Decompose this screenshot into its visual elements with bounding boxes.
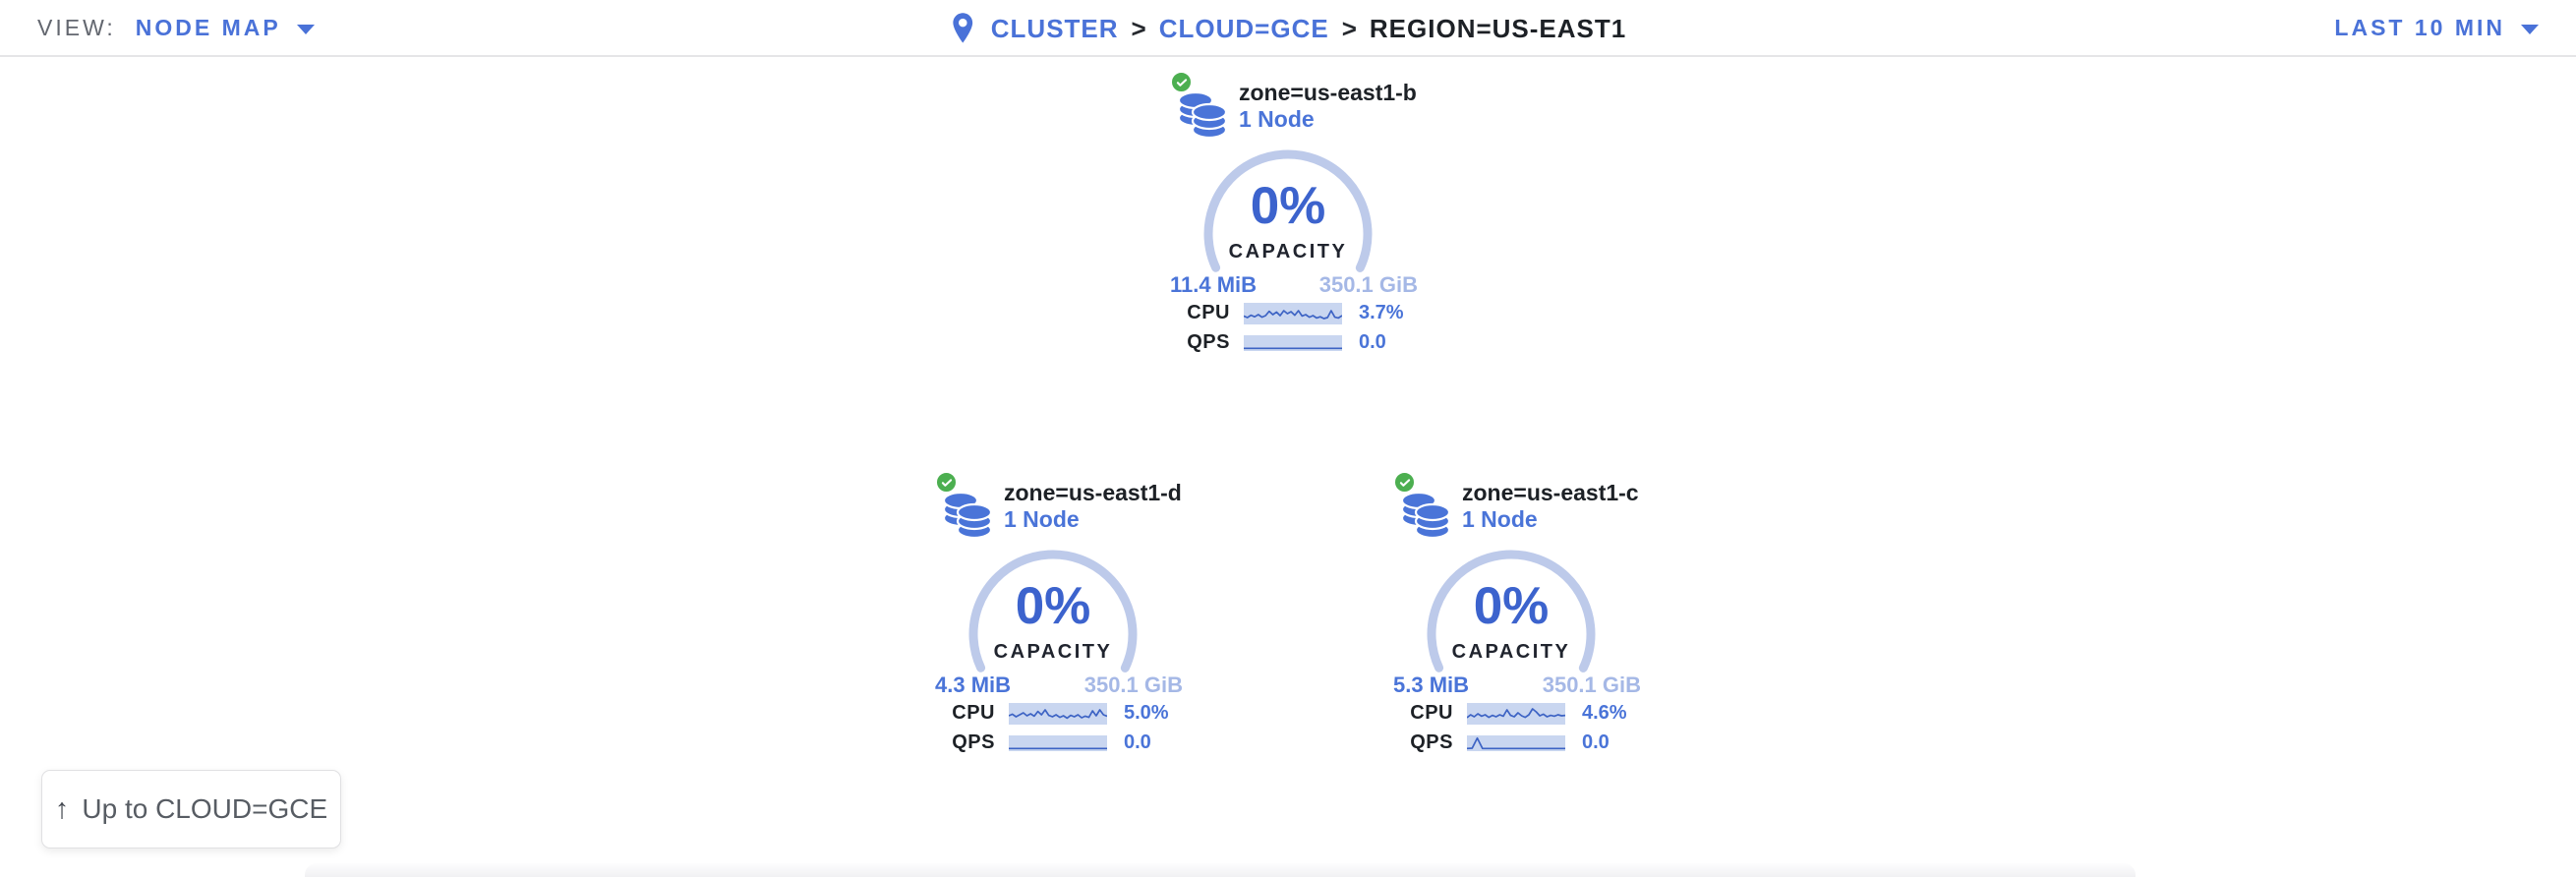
zone-card-header: zone=us-east1-b 1 Node: [1168, 69, 1417, 144]
zone-card-us-east1-d[interactable]: zone=us-east1-d 1 Node 0% CAPACITY 4.3 M…: [906, 469, 1200, 774]
cpu-value: 5.0%: [1124, 702, 1169, 724]
qps-value: 0.0: [1582, 731, 1610, 753]
breadcrumb-separator: >: [1341, 13, 1357, 43]
cpu-value: 4.6%: [1582, 702, 1627, 724]
time-range-dropdown[interactable]: LAST 10 MIN: [2334, 15, 2539, 41]
check-circle-icon: [1170, 71, 1193, 93]
check-circle-icon: [935, 471, 958, 494]
cpu-sparkline: [1009, 702, 1107, 725]
capacity-label: CAPACITY: [993, 641, 1113, 663]
arrow-up-icon: ↑: [54, 792, 70, 825]
database-stack-icon: [942, 491, 993, 540]
cpu-value: 3.7%: [1359, 302, 1404, 323]
capacity-gauge: 0% CAPACITY: [1195, 146, 1381, 275]
capacity-gauge: 0% CAPACITY: [960, 546, 1146, 675]
zone-icon-wrap: [1168, 69, 1229, 144]
topbar: VIEW: NODE MAP CLUSTER > CLOUD=GCE > REG…: [0, 0, 2576, 57]
breadcrumb: CLUSTER > CLOUD=GCE > REGION=US-EAST1: [950, 0, 1626, 57]
cpu-sparkline: [1244, 302, 1342, 324]
view-label: VIEW:: [37, 14, 116, 40]
cpu-label: CPU: [1187, 302, 1230, 323]
qps-value: 0.0: [1359, 331, 1386, 353]
zone-card-us-east1-c[interactable]: zone=us-east1-c 1 Node 0% CAPACITY 5.3 M…: [1364, 469, 1659, 774]
qps-value: 0.0: [1124, 731, 1151, 753]
zone-titles: zone=us-east1-c 1 Node: [1462, 480, 1639, 544]
qps-metric-row: QPS 0.0: [938, 731, 1184, 754]
breadcrumb-cloud-link[interactable]: CLOUD=GCE: [1158, 13, 1329, 43]
capacity-used: 4.3 MiB: [935, 672, 1012, 697]
qps-sparkline: [1467, 734, 1565, 751]
capacity-percent: 0%: [1015, 577, 1091, 635]
qps-metric-row: QPS 0.0: [1396, 731, 1642, 754]
zone-card-header: zone=us-east1-c 1 Node: [1391, 469, 1639, 544]
up-to-cloud-button[interactable]: ↑ Up to CLOUD=GCE: [41, 770, 341, 848]
capacity-percent: 0%: [1250, 177, 1326, 235]
below-fold-panel-edge: [305, 863, 2136, 877]
view-dropdown-value: NODE MAP: [135, 14, 281, 40]
breadcrumb-current-region: REGION=US-EAST1: [1369, 13, 1627, 43]
gauge-arc: [1427, 550, 1596, 675]
qps-label: QPS: [952, 731, 995, 753]
up-button-label: Up to CLOUD=GCE: [82, 793, 328, 824]
zone-node-count-link[interactable]: 1 Node: [1239, 106, 1315, 132]
capacity-total: 350.1 GiB: [1318, 272, 1418, 297]
capacity-percent: 0%: [1473, 577, 1550, 635]
qps-sparkline: [1244, 334, 1342, 351]
location-pin-icon: [950, 12, 976, 45]
capacity-range: 5.3 MiB 350.1 GiB: [1393, 672, 1641, 698]
chevron-down-icon: [2521, 24, 2539, 34]
zone-node-count-link[interactable]: 1 Node: [1004, 506, 1080, 532]
capacity-used: 11.4 MiB: [1170, 272, 1258, 297]
view-select: VIEW: NODE MAP: [37, 15, 315, 41]
cpu-sparkline: [1467, 702, 1565, 725]
database-stack-icon: [1177, 90, 1228, 140]
zone-titles: zone=us-east1-b 1 Node: [1239, 80, 1417, 144]
qps-label: QPS: [1410, 731, 1453, 753]
cpu-metric-row: CPU 5.0%: [938, 702, 1184, 725]
breadcrumb-separator: >: [1131, 13, 1146, 43]
chevron-down-icon: [296, 24, 315, 34]
zone-title: zone=us-east1-d: [1004, 480, 1182, 505]
zone-node-count-link[interactable]: 1 Node: [1462, 506, 1538, 532]
capacity-used: 5.3 MiB: [1393, 672, 1470, 697]
qps-sparkline: [1009, 734, 1107, 751]
zone-title: zone=us-east1-b: [1239, 80, 1417, 105]
cpu-label: CPU: [952, 702, 995, 724]
zone-card-header: zone=us-east1-d 1 Node: [933, 469, 1182, 544]
capacity-range: 4.3 MiB 350.1 GiB: [935, 672, 1183, 698]
gauge-arc: [968, 550, 1138, 675]
breadcrumb-cluster-link[interactable]: CLUSTER: [990, 13, 1119, 43]
cpu-label: CPU: [1410, 702, 1453, 724]
capacity-total: 350.1 GiB: [1083, 672, 1183, 697]
cpu-metric-row: CPU 3.7%: [1173, 302, 1419, 324]
cpu-metric-row: CPU 4.6%: [1396, 702, 1642, 725]
zone-titles: zone=us-east1-d 1 Node: [1004, 480, 1182, 544]
view-dropdown[interactable]: NODE MAP: [136, 15, 315, 41]
qps-label: QPS: [1187, 331, 1230, 353]
capacity-label: CAPACITY: [1228, 241, 1348, 263]
capacity-range: 11.4 MiB 350.1 GiB: [1170, 272, 1418, 298]
zone-title: zone=us-east1-c: [1462, 480, 1639, 505]
capacity-total: 350.1 GiB: [1542, 672, 1641, 697]
capacity-label: CAPACITY: [1451, 641, 1571, 663]
gauge-arc: [1203, 149, 1373, 275]
zone-card-us-east1-b[interactable]: zone=us-east1-b 1 Node 0% CAPACITY 11.4 …: [1141, 69, 1435, 374]
time-range-value: LAST 10 MIN: [2334, 14, 2505, 40]
database-stack-icon: [1400, 491, 1451, 540]
zone-icon-wrap: [933, 469, 994, 544]
capacity-gauge: 0% CAPACITY: [1418, 546, 1605, 675]
qps-metric-row: QPS 0.0: [1173, 331, 1419, 354]
zone-icon-wrap: [1391, 469, 1452, 544]
check-circle-icon: [1393, 471, 1416, 494]
